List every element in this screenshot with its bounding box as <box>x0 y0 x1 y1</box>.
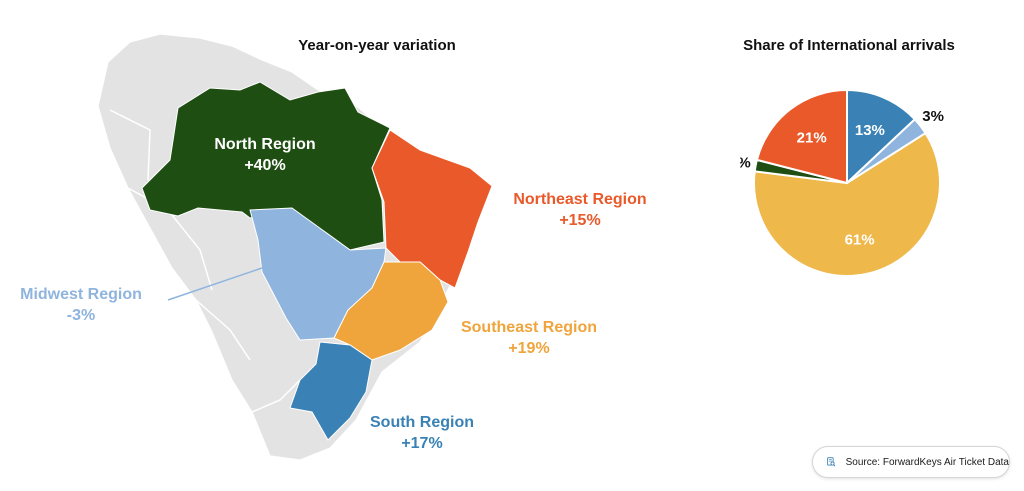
region-label-south: South Region +17% <box>352 412 492 454</box>
region-label-northeast: Northeast Region +15% <box>495 189 665 231</box>
country-border <box>251 379 301 413</box>
pie-chart-title: Share of International arrivals <box>743 37 955 54</box>
pie-slice <box>755 88 848 185</box>
pie-slice-label: 3% <box>922 108 944 125</box>
region-shape-northeast <box>371 129 493 289</box>
pie-slice <box>846 88 917 186</box>
region-value: +17% <box>401 435 443 452</box>
region-value: -3% <box>66 307 96 324</box>
region-label-north: North Region +40% <box>205 134 325 176</box>
region-name: North Region <box>214 136 316 153</box>
region-value: +19% <box>508 340 550 357</box>
region-shape-south <box>289 341 373 441</box>
pie-slice-label: 2% <box>740 155 751 172</box>
source-text: Source: ForwardKeys Air Ticket Data <box>845 456 1009 468</box>
region-shape-north <box>141 81 391 251</box>
region-label-southeast: Southeast Region +19% <box>444 317 614 359</box>
source-badge: Source: ForwardKeys Air Ticket Data <box>812 446 1010 478</box>
map-title: Year-on-year variation <box>298 37 456 54</box>
region-name: Southeast Region <box>460 319 597 336</box>
pie-slice-label: 13% <box>855 122 885 139</box>
midwest-leader-line <box>167 267 263 301</box>
country-border <box>195 299 251 361</box>
region-name: South Region <box>370 414 474 431</box>
region-name: Midwest Region <box>20 286 142 303</box>
pie-chart: 13% 3% 61% 2% 21% <box>740 88 944 277</box>
region-value: +40% <box>244 157 286 174</box>
pie-slice-label: 21% <box>797 129 827 146</box>
region-label-midwest: Midwest Region -3% <box>0 284 162 326</box>
region-name: Northeast Region <box>513 191 647 208</box>
pie-slice <box>753 131 941 277</box>
search-document-icon <box>827 457 836 467</box>
region-shape-southeast <box>333 261 449 361</box>
country-border <box>109 109 151 181</box>
region-value: +15% <box>559 212 601 229</box>
pie-slice-label: 61% <box>845 231 875 248</box>
